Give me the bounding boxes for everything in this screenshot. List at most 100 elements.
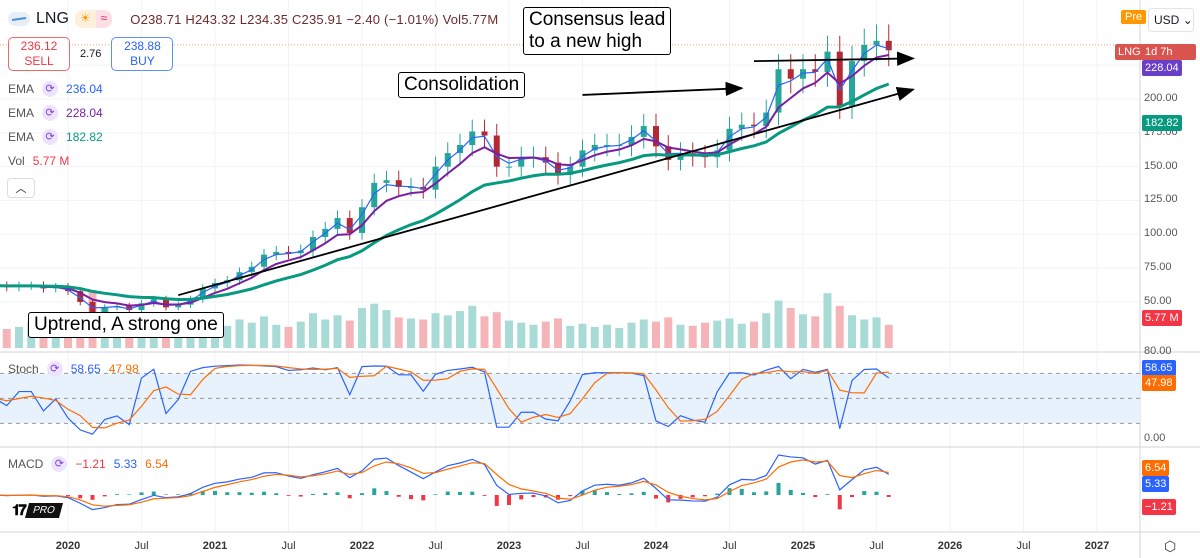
macd-histogram-bar [78,495,83,499]
candle-body [175,304,182,308]
legend-ema2[interactable]: EMA ⟳ 228.04 [8,105,103,121]
volume-bar [823,293,832,348]
volume-bar [284,326,293,348]
chevron-down-icon: ⌄ [1182,13,1193,27]
macd-histogram-bar [127,494,132,495]
macd-histogram-bar [200,490,205,495]
volume-bar [652,321,660,348]
candle-body [457,145,463,154]
price-tick-label: 125.00 [1144,193,1178,206]
macd-histogram-bar [335,492,340,495]
candle-body [763,112,770,127]
volume-bar [701,322,709,348]
volume-bar [419,319,428,348]
currency-select[interactable]: USD ⌄ [1148,8,1194,32]
annotation-consolidation[interactable]: Consolidation [398,72,526,98]
legend-ema1[interactable]: EMA ⟳ 236.04 [8,81,103,97]
legend-macd[interactable]: MACD ⟳ −1.21 5.33 6.54 [8,456,169,472]
macd-histogram-bar [568,495,573,497]
stoch-d-line [0,364,889,429]
volume-bar [272,324,281,348]
macd-histogram-bar [151,491,156,495]
time-tick-label: 2027 [1084,540,1110,552]
stoch-k-line [0,364,890,435]
sell-button[interactable]: 236.12 SELL [8,37,70,71]
macd-histogram-bar [262,491,266,495]
macd-histogram-bar [690,495,695,498]
time-tick-label: 2021 [202,540,228,552]
candle-body [836,51,843,106]
macd-histogram-bar [372,488,377,495]
candle-body [163,299,169,308]
time-tick-label: Jul [134,540,149,552]
settings-icon[interactable]: ⬡ [1164,538,1177,554]
candle-body [346,218,353,233]
macd-histogram-bar [752,492,756,495]
symbol-name[interactable]: LNG [36,10,69,27]
candle-body [408,186,414,188]
spread: 2.76 [80,48,102,60]
candle-body [371,182,378,208]
ema-slow-line [0,82,890,301]
macd-histogram-bar [739,488,744,495]
volume-bar [480,316,489,348]
volume-bar [688,325,697,348]
macd-histogram-bar [837,495,842,510]
time-tick-label: 2026 [937,540,963,552]
symbol-price-tag: LNG [1115,44,1144,60]
macd-histogram-bar [421,495,426,501]
candle-body [138,303,145,311]
macd-histogram-bar [862,491,867,495]
trade-panel: 236.12 SELL 2.76 238.88 BUY [8,37,174,71]
macd-histogram-bar [115,494,119,495]
candle-body [518,157,525,167]
macd-histogram-bar [592,490,597,495]
candle-body [481,131,488,136]
price-tick-label: 100.00 [1144,227,1178,240]
consensus-arrow [753,51,916,66]
volume-bar [529,324,538,348]
volume-bar [676,324,685,348]
time-tick-label: Jul [1016,540,1031,552]
buy-button[interactable]: 238.88 BUY [111,37,174,71]
candle-body [677,153,684,160]
legend-stoch[interactable]: Stoch ⟳ 58.65 47.98 [8,361,139,377]
volume-bar [443,315,452,348]
ema2-tag: 228.04 [1142,60,1182,76]
macd-histogram-bar [249,492,254,495]
volume-bar [39,330,48,348]
macd-signal-tag: 6.54 [1142,460,1170,476]
annotation-uptrend[interactable]: Uptrend, A strong one [28,312,224,338]
refresh-icon: ⟳ [51,456,68,472]
price-tick-label: 50.00 [1144,294,1172,307]
volume-bar [370,303,379,348]
macd-histogram-bar [360,493,364,495]
collapse-legend-button[interactable]: ︿ [7,178,35,198]
candle-body [261,254,267,267]
macd-histogram-bar [886,495,891,497]
macd-histogram-bar [225,492,230,495]
volume-bar [737,323,746,348]
candle-body [493,135,500,167]
volume-bar [541,321,550,348]
time-tick-label: Jul [575,540,590,552]
legend-ema3[interactable]: EMA ⟳ 182.82 [8,129,103,145]
volume-bar [223,325,232,348]
volume-bar [799,314,807,348]
macd-line-tag: 5.33 [1142,476,1170,492]
legend-volume[interactable]: Vol 5.77 M [8,154,70,168]
macd-histogram-bar [801,492,805,495]
macd-histogram-bar [507,495,511,505]
macd-histogram-bar [298,495,303,497]
macd-histogram-bar [641,491,646,495]
candle-body [591,145,598,151]
volume-bar [517,322,526,348]
session-pill[interactable]: ☀ ≈ [74,10,113,28]
macd-hist-tag: −1.21 [1142,499,1176,515]
annotation-consensus[interactable]: Consensus lead to a new high [523,7,672,55]
macd-histogram-bar [874,491,879,495]
volume-bar [333,315,342,348]
candle-body [579,150,586,167]
